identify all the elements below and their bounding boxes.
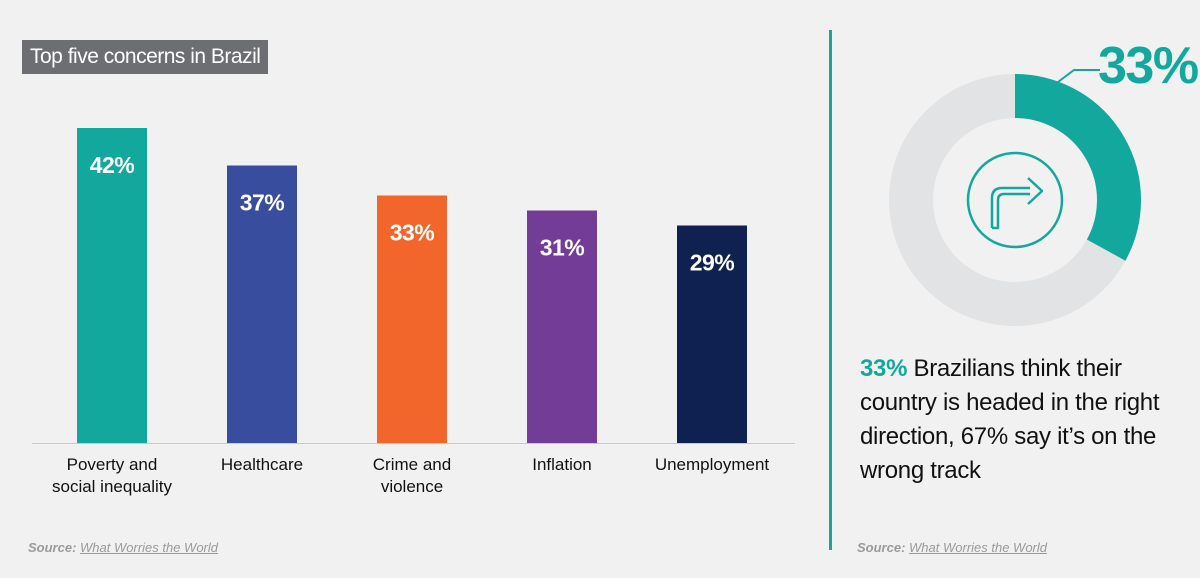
bar-value-label: 31% — [540, 235, 585, 261]
donut-highlight-arc — [1014, 74, 1141, 261]
source-right: Source: What Worries the World — [857, 540, 1047, 555]
divider — [829, 30, 832, 550]
source-label: Source: — [857, 540, 906, 555]
bar-value-label: 42% — [90, 152, 135, 178]
category-label: Inflation — [532, 455, 592, 474]
leader-line — [1049, 69, 1100, 89]
source-label: Source: — [28, 540, 77, 555]
bar — [677, 225, 747, 443]
bar-value-label: 33% — [390, 220, 435, 246]
bar — [227, 165, 297, 443]
bar-value-label: 37% — [240, 190, 285, 216]
bar-value-label: 29% — [690, 250, 735, 276]
donut-percentage: 33% — [1098, 37, 1199, 95]
category-label: Healthcare — [221, 455, 303, 474]
bar — [77, 128, 147, 443]
bar-chart: 42% Poverty and social inequality 37% Health… — [32, 128, 795, 496]
category-label: Crime and violence — [373, 455, 451, 496]
bar — [377, 195, 447, 443]
chart-title: Top five concerns in Brazil — [22, 40, 269, 74]
donut-chart — [889, 69, 1141, 326]
bar — [527, 210, 597, 443]
category-label: Unemployment — [655, 455, 770, 474]
statement-text: 33% Brazilians think their country is he… — [860, 352, 1190, 488]
statement-body: Brazilians think their country is headed… — [860, 355, 1160, 484]
source-left: Source: What Worries the World — [28, 540, 218, 555]
source-link[interactable]: What Worries the World — [80, 540, 219, 555]
category-label: Poverty and social inequality — [52, 455, 173, 496]
statement-highlight: 33% — [860, 355, 908, 382]
turn-right-arrow-icon — [966, 151, 1064, 249]
source-link[interactable]: What Worries the World — [909, 540, 1048, 555]
